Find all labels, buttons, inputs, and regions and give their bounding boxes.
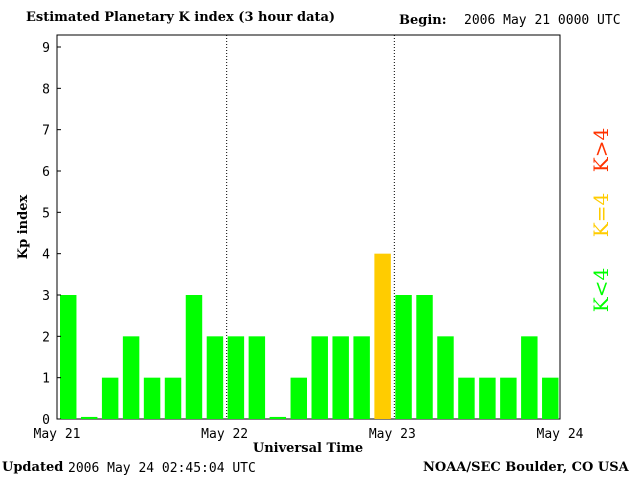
y-tick-label: 7 [42,124,50,139]
x-tick-label: May 21 [34,427,81,442]
y-tick-label: 2 [42,330,50,345]
kp-bar [80,416,98,419]
kp-bar [248,336,266,419]
kp-bar [542,377,559,419]
y-tick-label: 6 [42,165,50,180]
y-tick-label: 8 [42,82,50,97]
kp-bar [227,336,245,419]
kp-bar [500,377,517,419]
plot-frame [56,34,561,420]
updated-label: Updated [2,460,64,475]
begin-value: 2006 May 21 0000 UTC [464,13,621,28]
x-tick-label: May 23 [369,427,416,442]
y-tick-label: 4 [42,248,50,263]
kp-bar [521,336,538,419]
y-tick-label: 5 [42,206,50,221]
kp-bar [395,295,412,419]
kp-bar [143,377,161,419]
kp-bar [353,336,370,419]
kp-bar [458,377,475,419]
kp-bar [269,416,287,419]
y-tick-label: 3 [42,289,50,304]
kp-bar [122,336,140,419]
chart-title: Estimated Planetary K index (3 hour data… [26,10,336,25]
y-tick-label: 9 [42,41,50,56]
y-tick-label: 1 [42,372,50,387]
kp-bar [206,336,224,419]
kp-bar [101,377,119,419]
kp-bar [60,295,77,419]
kp-bar [185,295,203,419]
legend-item: K=4 [589,193,613,237]
kp-bar [437,336,454,419]
kp-bar [332,336,349,419]
kp-bar [479,377,496,419]
y-tick-label: 0 [42,413,50,428]
kp-bar [374,253,391,419]
x-axis-title: Universal Time [253,441,363,456]
begin-label: Begin: [399,13,447,28]
y-axis-title: Kp index [16,195,31,260]
source-credit: NOAA/SEC Boulder, CO USA [423,460,629,475]
updated-value: 2006 May 24 02:45:04 UTC [68,461,256,476]
x-tick-label: May 24 [537,427,584,442]
legend-item: K>4 [589,128,613,172]
kp-bar [416,295,433,419]
kp-bar [290,377,307,419]
kp-bar [164,377,182,419]
kp-bar [311,336,328,419]
x-tick-label: May 22 [201,427,248,442]
legend-item: K<4 [589,268,613,312]
